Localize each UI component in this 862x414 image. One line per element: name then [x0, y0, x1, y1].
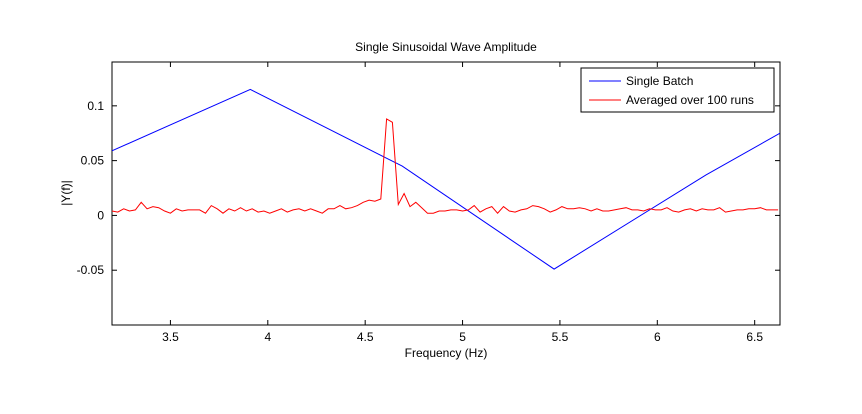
x-tick-label: 5.5	[552, 330, 569, 344]
y-tick-label: 0	[97, 208, 104, 222]
legend-label-1: Averaged over 100 runs	[626, 93, 754, 107]
chart-title: Single Sinusoidal Wave Amplitude	[355, 40, 537, 54]
y-axis-label: |Y(f)|	[59, 180, 73, 206]
x-tick-label: 3.5	[162, 330, 179, 344]
x-tick-label: 5	[459, 330, 466, 344]
y-tick-label: 0.05	[81, 154, 105, 168]
x-tick-label: 6	[654, 330, 661, 344]
x-tick-label: 6.5	[746, 330, 763, 344]
legend: Single Batch Averaged over 100 runs	[580, 67, 775, 113]
legend-box	[580, 67, 775, 113]
x-axis-label: Frequency (Hz)	[405, 346, 488, 360]
y-tick-label: -0.05	[77, 263, 105, 277]
y-tick-label: 0.1	[87, 99, 104, 113]
x-tick-label: 4	[264, 330, 271, 344]
axis-ticks: 3.5 4 4.5 5 5.5 6 6.5 -0.05 0 0.05 0.1	[77, 62, 780, 344]
x-tick-label: 4.5	[357, 330, 374, 344]
data-series	[112, 88, 780, 270]
legend-label-0: Single Batch	[626, 74, 693, 88]
series-line-0	[112, 88, 780, 270]
series-line-1	[112, 118, 779, 214]
